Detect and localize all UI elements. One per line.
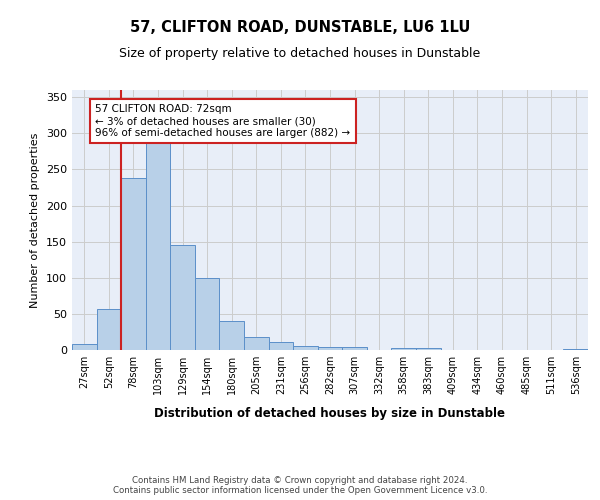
Bar <box>97 309 121 350</box>
Bar <box>416 348 440 350</box>
Bar <box>293 346 318 350</box>
Bar <box>391 348 416 350</box>
Bar <box>72 344 97 350</box>
Y-axis label: Number of detached properties: Number of detached properties <box>31 132 40 308</box>
Bar <box>170 246 195 350</box>
Bar <box>318 347 342 350</box>
Bar <box>220 321 244 350</box>
Text: 57 CLIFTON ROAD: 72sqm
← 3% of detached houses are smaller (30)
96% of semi-deta: 57 CLIFTON ROAD: 72sqm ← 3% of detached … <box>95 104 350 138</box>
Text: Distribution of detached houses by size in Dunstable: Distribution of detached houses by size … <box>155 408 505 420</box>
Bar <box>563 348 588 350</box>
Bar <box>195 278 220 350</box>
Text: Contains HM Land Registry data © Crown copyright and database right 2024.
Contai: Contains HM Land Registry data © Crown c… <box>113 476 487 495</box>
Bar <box>269 342 293 350</box>
Bar <box>342 347 367 350</box>
Text: Size of property relative to detached houses in Dunstable: Size of property relative to detached ho… <box>119 48 481 60</box>
Bar <box>146 140 170 350</box>
Text: 57, CLIFTON ROAD, DUNSTABLE, LU6 1LU: 57, CLIFTON ROAD, DUNSTABLE, LU6 1LU <box>130 20 470 35</box>
Bar <box>121 178 146 350</box>
Bar <box>244 337 269 350</box>
